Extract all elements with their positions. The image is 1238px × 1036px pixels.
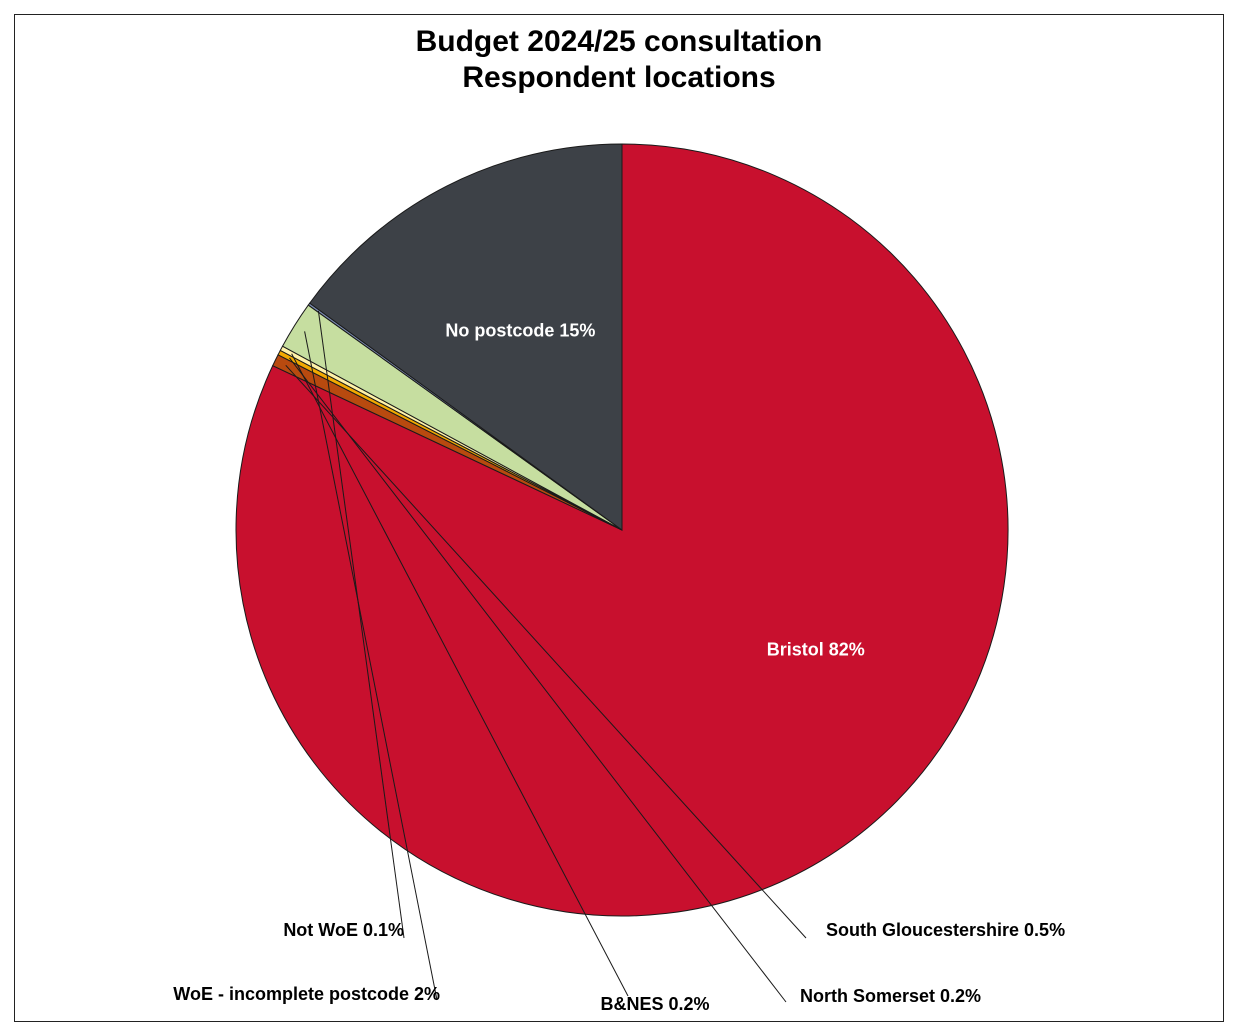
chart-title: Budget 2024/25 consultation [415,25,823,58]
leader-line-south-gloucestershire [285,364,807,939]
slice-label-bristol: Bristol 82% [767,639,865,659]
slice-label-woe-incomplete-postcode: WoE - incomplete postcode 2% [173,984,440,1004]
slice-label-no-postcode: No postcode 15% [445,321,595,341]
chart-title-block: Budget 2024/25 consultation Respondent l… [0,24,1238,96]
leader-line-bandnes [291,353,629,997]
leader-line-not-woe [317,310,405,939]
slice-label-south-gloucestershire: South Gloucestershire 0.5% [826,920,1065,940]
leader-line-north-somerset [289,357,787,1003]
pie-slice-no-postcode [309,143,623,531]
slice-label-north-somerset: North Somerset 0.2% [800,986,981,1006]
slice-label-not-woe: Not WoE 0.1% [283,920,404,940]
slice-label-bandnes: B&NES 0.2% [600,994,709,1014]
slice-labels: Bristol 82% South Gloucestershire 0.5% Nor… [173,321,1065,1014]
pie-slices [235,143,1009,917]
leader-line-woe-incomplete-postcode [304,331,438,1001]
chart-subtitle: Respondent locations [462,61,776,94]
leader-lines [285,310,807,1003]
